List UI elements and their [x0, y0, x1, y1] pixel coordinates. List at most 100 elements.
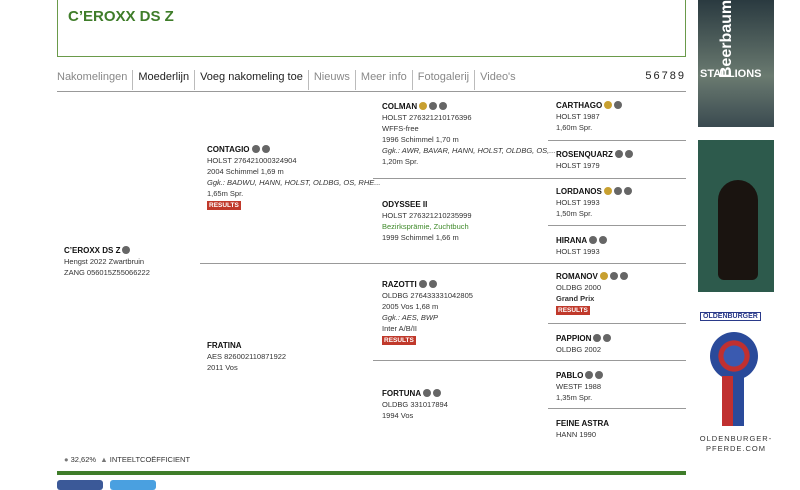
horse-name[interactable]: FRATINA [207, 341, 242, 350]
icon [603, 187, 612, 195]
icon [609, 272, 618, 280]
horse-info: OLDBG 2002 [556, 345, 602, 354]
horse-info: OLDBG 2000 [556, 283, 602, 292]
horse-info: 2011 Vos [207, 363, 238, 372]
horse-info: Inter A/B/II [382, 324, 418, 333]
generation-selector: 56789 [645, 70, 686, 82]
horse-info: 1,50m Spr. [556, 209, 593, 218]
icon [595, 371, 604, 379]
divider [200, 263, 373, 264]
nav-tab[interactable]: Fotogalerij [411, 70, 474, 90]
generation-link[interactable]: 9 [677, 70, 686, 82]
horse-entry: ODYSSEE II HOLST 276321210235999 Bezirkspr… [382, 199, 472, 243]
horse-name[interactable]: ROMANOV [556, 272, 598, 281]
horse-info: Grand Prix [556, 294, 595, 303]
ad-oldenburger[interactable]: OLDENBURGER OLDENBURGER- PFERDE.COM [698, 310, 774, 460]
horse-info: HOLST 276321210176396 [382, 113, 472, 122]
horse-name-row: PAPPION [556, 333, 612, 344]
icon [623, 187, 632, 195]
horse-name-row: FRATINA [207, 340, 286, 351]
horse-name[interactable]: CONTAGIO [207, 145, 250, 154]
nav-tab[interactable]: Voeg nakomeling toe [194, 70, 308, 90]
horse-name-row: HIRANA [556, 235, 608, 246]
icon [429, 102, 438, 110]
horse-info: 2004 Schimmel 1,69 m [207, 167, 284, 176]
header-box: C’EROXX DS Z [57, 0, 686, 57]
ad-text: OLDENBURGER [700, 312, 761, 321]
horse-name-row: CONTAGIO [207, 144, 381, 155]
horse-entry: PAPPION OLDBG 2002 [556, 333, 612, 355]
horse-name[interactable]: FEINE ASTRA [556, 419, 610, 428]
horse-name[interactable]: COLMAN [382, 102, 418, 111]
divider [373, 263, 548, 264]
badge-row: RESULTS [382, 334, 473, 345]
divider [548, 263, 686, 264]
horse-name[interactable]: RAZOTTI [382, 280, 417, 289]
icon [603, 334, 612, 342]
icon [418, 280, 427, 288]
divider [548, 408, 686, 409]
horse-info: 1996 Schimmel 1,70 m [382, 135, 459, 144]
icon [614, 101, 623, 109]
horse-name-row: FEINE ASTRA [556, 418, 609, 429]
horse-name-row: CARTHAGO [556, 100, 623, 111]
divider [373, 178, 548, 179]
divider [57, 91, 686, 92]
icon [419, 102, 428, 110]
generation-link[interactable]: 5 [645, 70, 654, 82]
horse-info: 2005 Vos 1,68 m [382, 302, 439, 311]
horse-info: 1994 Vos [382, 411, 414, 420]
horse-name[interactable]: ROSENQUARZ [556, 150, 613, 159]
generation-link[interactable]: 6 [653, 70, 662, 82]
results-badge[interactable]: RESULTS [207, 201, 241, 210]
horse-name[interactable]: FORTUNA [382, 389, 422, 398]
badge-row: RESULTS [207, 199, 381, 210]
icon [423, 389, 432, 397]
horse-info: 1,60m Spr. [556, 123, 593, 132]
horse-name[interactable]: HIRANA [556, 236, 588, 245]
ad-text: PFERDE.COM [705, 444, 766, 453]
horse-name[interactable]: C’EROXX DS Z [64, 246, 121, 255]
horse-info: 1999 Schimmel 1,66 m [382, 233, 459, 242]
icon [624, 150, 633, 158]
horse-entry: ROSENQUARZ HOLST 1979 [556, 149, 633, 171]
horse-name[interactable]: CARTHAGO [556, 101, 603, 110]
ad-text: STALLIONS [700, 68, 762, 80]
ad-dressage[interactable] [698, 140, 774, 292]
divider [373, 360, 548, 361]
horse-info: HOLST 276421000324904 [207, 156, 297, 165]
horse-name[interactable]: PAPPION [556, 334, 592, 343]
footer-bar [57, 471, 686, 475]
horse-entry: FRATINA AES 826002110871922 2011 Vos [207, 340, 286, 373]
divider [548, 140, 686, 141]
icon [261, 145, 270, 153]
horse-info: HOLST 276321210235999 [382, 211, 472, 220]
divider [548, 360, 686, 361]
horse-info: Ggk.: BADWU, HANN, HOLST, OLDBG, OS, RHE… [207, 178, 381, 187]
results-badge[interactable]: RESULTS [382, 336, 416, 345]
badge-row: RESULTS [556, 304, 628, 315]
share-button[interactable] [57, 480, 103, 490]
horse-name-row: C’EROXX DS Z [64, 245, 150, 256]
nav-tab[interactable]: Moederlijn [132, 70, 194, 90]
icon [439, 102, 448, 110]
nav-tab[interactable]: Meer info [354, 70, 412, 90]
inbreeding: ● 32,62% ▲ INTEELTCOËFFICIENT [64, 455, 191, 464]
ad-beerbaum[interactable]: Beerbaum STALLIONS [698, 0, 774, 127]
horse-entry: FORTUNA OLDBG 331017894 1994 Vos [382, 388, 448, 421]
generation-link[interactable]: 8 [669, 70, 678, 82]
horse-name[interactable]: PABLO [556, 371, 584, 380]
nav-tab[interactable]: Nieuws [307, 70, 355, 90]
icon [251, 145, 260, 153]
results-badge[interactable]: RESULTS [556, 306, 590, 315]
share-button[interactable] [110, 480, 156, 490]
horse-name[interactable]: LORDANOS [556, 187, 602, 196]
horse-name[interactable]: ODYSSEE II [382, 200, 428, 209]
nav-tab[interactable]: Video's [474, 70, 521, 90]
generation-link[interactable]: 7 [661, 70, 670, 82]
horse-name-row: ROSENQUARZ [556, 149, 633, 160]
horse-info: 1,20m Spr. [382, 157, 419, 166]
nav-tab[interactable]: Nakomelingen [57, 71, 128, 83]
horse-entry: PABLO WESTF 1988 1,35m Spr. [556, 370, 604, 403]
